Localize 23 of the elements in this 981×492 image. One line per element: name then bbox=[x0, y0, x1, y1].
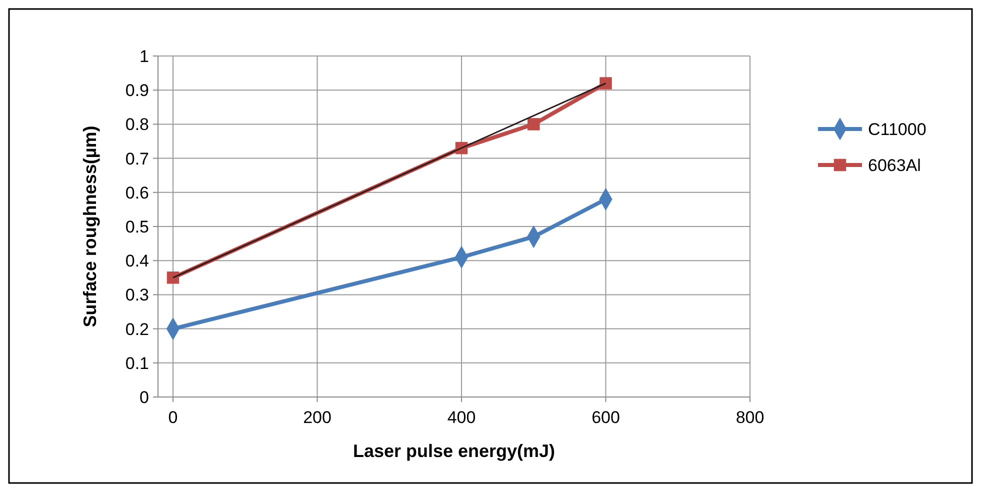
x-axis-title: Laser pulse energy(mJ) bbox=[352, 441, 556, 461]
y-axis-title: Surface roughness(µm) bbox=[80, 126, 100, 328]
x-tick-label: 0 bbox=[168, 408, 178, 427]
point bbox=[600, 77, 612, 90]
x-tick-label: 200 bbox=[303, 408, 332, 427]
y-tick-label: 0.2 bbox=[125, 320, 149, 339]
y-tick-label: 0.1 bbox=[125, 354, 149, 373]
y-tick-label: 0.7 bbox=[125, 149, 149, 168]
y-tick-label: 0.6 bbox=[125, 183, 149, 202]
x-tick-label: 400 bbox=[447, 408, 476, 427]
y-tick-label: 0.9 bbox=[125, 81, 149, 100]
point bbox=[166, 272, 180, 284]
y-tick-label: 0.3 bbox=[125, 286, 149, 305]
point bbox=[528, 118, 540, 130]
y-tick-label: 1 bbox=[140, 46, 149, 66]
y-tick-label: 0.4 bbox=[125, 252, 149, 271]
legend-label: C11000 bbox=[868, 120, 926, 139]
legend-label: 6063Al bbox=[868, 156, 921, 175]
x-tick-label: 800 bbox=[736, 408, 764, 427]
y-tick-label: 0.8 bbox=[125, 115, 149, 134]
x-tick-label: 600 bbox=[592, 408, 620, 427]
y-tick-label: 0 bbox=[140, 388, 149, 407]
y-tick-label: 0.5 bbox=[125, 217, 149, 236]
